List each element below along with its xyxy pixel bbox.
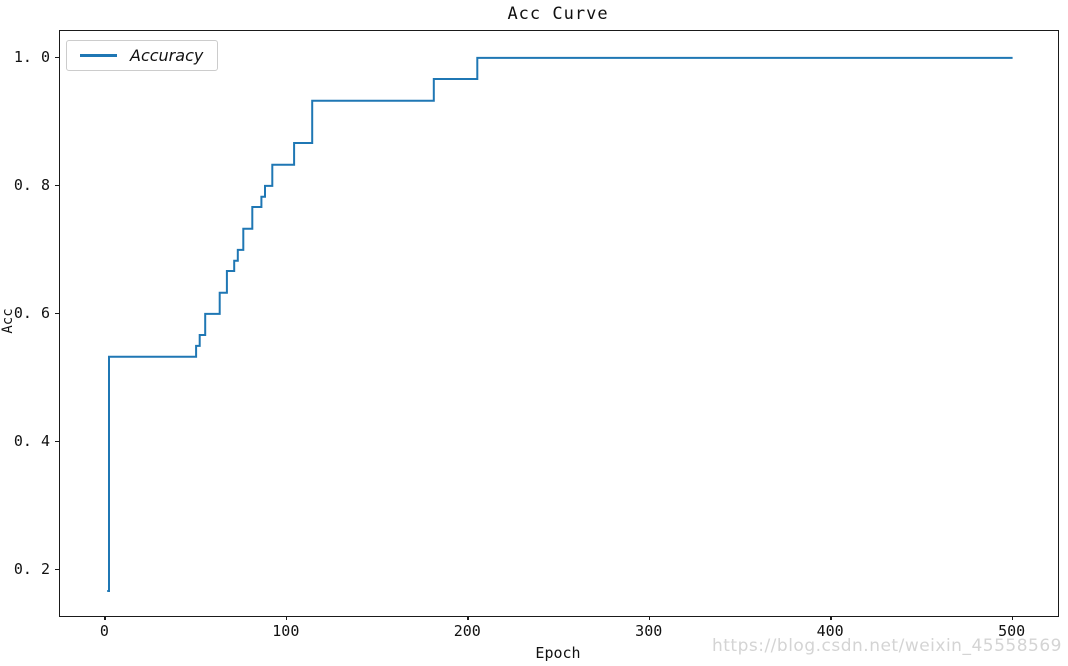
y-axis-label: Acc	[0, 308, 16, 334]
x-tick-label: 500	[998, 622, 1026, 640]
legend: Accuracy	[66, 40, 219, 71]
y-tick-label: 0. 4	[13, 431, 50, 450]
chart-title: Acc Curve	[507, 4, 609, 24]
x-tick-mark	[830, 616, 832, 620]
x-tick-mark	[648, 616, 651, 620]
accuracy-line-plot	[107, 56, 1013, 592]
y-tick-mark	[55, 568, 59, 571]
x-tick-label: 200	[453, 622, 481, 640]
legend-line-swatch	[80, 54, 117, 57]
x-tick-label: 100	[272, 622, 300, 640]
x-tick-mark	[1011, 616, 1014, 620]
y-tick-label: 0. 8	[13, 175, 50, 194]
plot-area	[59, 30, 1059, 617]
x-tick-mark	[104, 616, 106, 620]
x-tick-label: 400	[816, 622, 844, 640]
x-tick-mark	[467, 616, 469, 620]
x-tick-label: 0	[99, 622, 109, 640]
y-tick-mark	[55, 56, 59, 59]
watermark: https://blog.csdn.net/weixin_45558569	[711, 636, 1062, 656]
y-tick-mark	[55, 440, 59, 443]
y-tick-mark	[55, 184, 59, 187]
y-tick-mark	[55, 312, 59, 315]
series-line-accuracy	[107, 56, 1013, 592]
y-tick-label: 0. 6	[13, 303, 50, 322]
y-tick-label: 1. 0	[13, 47, 50, 66]
x-axis-label: Epoch	[535, 644, 581, 662]
x-tick-mark	[285, 616, 288, 620]
legend-label: Accuracy	[130, 46, 204, 65]
y-tick-label: 0. 2	[13, 559, 50, 578]
x-tick-label: 300	[635, 622, 663, 640]
